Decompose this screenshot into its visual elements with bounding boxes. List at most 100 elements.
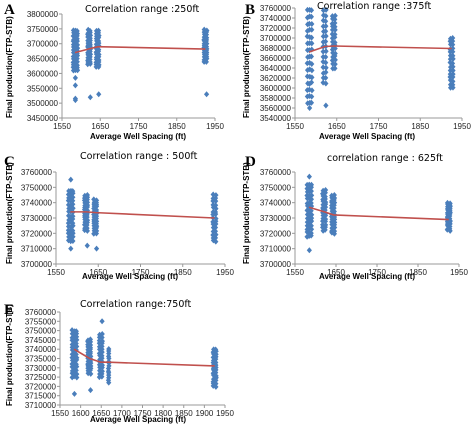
data-point-c — [82, 192, 88, 199]
y-tick-label-d: 3720000 — [260, 229, 292, 238]
data-point-a — [72, 56, 78, 63]
x-tick-label-c: 1750 — [132, 268, 150, 277]
data-point-e — [87, 336, 94, 343]
data-point-d — [306, 247, 312, 254]
data-point-a — [93, 54, 100, 61]
data-point-c — [93, 197, 100, 204]
data-point-e — [213, 359, 219, 366]
data-point-b — [450, 71, 456, 78]
trend-line-b — [308, 45, 452, 53]
x-tick-label-b: 1950 — [453, 122, 471, 131]
data-point-e — [106, 345, 112, 352]
data-point-b — [308, 34, 315, 41]
data-point-d — [308, 215, 315, 222]
y-tick-label-b: 3660000 — [260, 54, 292, 63]
data-point-c — [84, 192, 90, 199]
chart-panel-c: 3700000 3710000 3720000 3730000 3740000 37500… — [0, 148, 237, 283]
data-point-a — [74, 58, 80, 65]
data-point-e — [96, 374, 102, 381]
x-tick-label-b: 1750 — [370, 122, 388, 131]
data-point-b — [309, 21, 315, 28]
x-tick-label-b: 1650 — [328, 122, 346, 131]
data-point-b — [306, 86, 312, 93]
data-point-b — [304, 73, 311, 80]
data-point-e — [213, 346, 219, 353]
y-tick-label-d: 3740000 — [260, 199, 292, 208]
y-tick-label-b: 3720000 — [260, 24, 292, 33]
data-point-e — [99, 343, 105, 350]
data-point-a — [204, 27, 210, 34]
data-point-d — [331, 228, 338, 235]
y-tick-label-e: 3715000 — [25, 392, 57, 401]
data-point-e — [99, 368, 105, 375]
x-tick-label-c: 1950 — [216, 268, 234, 277]
y-tick-label-b: 3700000 — [260, 34, 292, 43]
y-tick-label-e: 3740000 — [25, 345, 57, 354]
data-point-d — [331, 194, 338, 201]
y-tick-label-a: 3750000 — [27, 25, 59, 34]
y-tick-label-b: 3600000 — [260, 84, 292, 93]
data-point-c — [70, 238, 76, 245]
data-point-b — [450, 34, 456, 41]
data-point-a — [74, 45, 81, 52]
data-point-c — [70, 194, 76, 201]
data-point-e — [213, 380, 219, 387]
data-point-c — [212, 224, 219, 231]
trend-line-e — [73, 348, 215, 367]
y-tick-label-e: 3745000 — [25, 336, 57, 345]
data-point-b — [304, 27, 311, 34]
data-point-b — [309, 74, 315, 81]
chart-title-e: Correlation range:750ft — [80, 299, 192, 310]
x-tick-label-e: 1950 — [216, 409, 234, 418]
y-tick-label-b: 3680000 — [260, 44, 292, 53]
y-tick-label-c: 3720000 — [21, 229, 53, 238]
data-point-c — [70, 213, 76, 220]
data-point-e — [87, 387, 94, 394]
data-point-e — [73, 361, 79, 368]
x-tick-label-e: 1750 — [134, 409, 152, 418]
data-point-e — [69, 341, 75, 348]
panel-label-d: D — [245, 154, 256, 170]
y-axis-label-d: Final production(FTP-STB) — [242, 162, 251, 264]
chart-title-d: correlation range : 625ft — [327, 153, 443, 164]
data-point-a — [203, 91, 210, 98]
data-point-b — [332, 31, 338, 38]
data-point-a — [72, 95, 78, 102]
x-tick-label-e: 1650 — [92, 409, 110, 418]
x-tick-label-d: 1950 — [450, 268, 468, 277]
y-tick-label-e: 3760000 — [25, 308, 57, 317]
data-point-b — [447, 64, 454, 71]
y-tick-label-e: 3755000 — [25, 317, 57, 326]
y-tick-label-b: 3640000 — [260, 64, 292, 73]
data-point-c — [213, 192, 219, 199]
data-point-c — [70, 201, 76, 208]
data-point-c — [91, 196, 97, 203]
x-tick-label-d: 1850 — [409, 268, 427, 277]
panel-label-c: C — [4, 154, 15, 170]
data-point-c — [70, 205, 76, 212]
data-point-c — [68, 176, 74, 183]
data-point-b — [308, 79, 315, 86]
data-point-b — [323, 48, 329, 55]
data-point-b — [447, 67, 453, 74]
data-point-a — [87, 27, 93, 34]
y-tick-label-c: 3730000 — [21, 214, 53, 223]
panel-label-a: A — [4, 2, 15, 18]
data-point-c — [213, 215, 219, 222]
chart-panel-e: 3710000 3715000 3720000 3725000 3730000 37350… — [0, 290, 237, 426]
x-tick-label-a: 1850 — [168, 122, 186, 131]
data-point-b — [450, 41, 456, 48]
data-point-a — [72, 82, 78, 89]
x-tick-label-a: 1550 — [53, 122, 71, 131]
data-point-c — [68, 245, 74, 252]
y-tick-label-b: 3620000 — [260, 74, 292, 83]
y-tick-label-d: 3700000 — [260, 260, 292, 269]
x-tick-label-e: 1600 — [72, 409, 90, 418]
data-point-b — [323, 74, 329, 81]
data-point-a — [74, 62, 80, 69]
y-axis-label-c: Final production(FTP-STB) — [5, 162, 14, 264]
chart-plot-d: 3700000 3710000 3720000 3730000 3740000 37500… — [260, 168, 469, 277]
data-point-e — [69, 374, 75, 381]
data-point-c — [213, 238, 219, 245]
x-tick-label-e: 1550 — [51, 409, 69, 418]
